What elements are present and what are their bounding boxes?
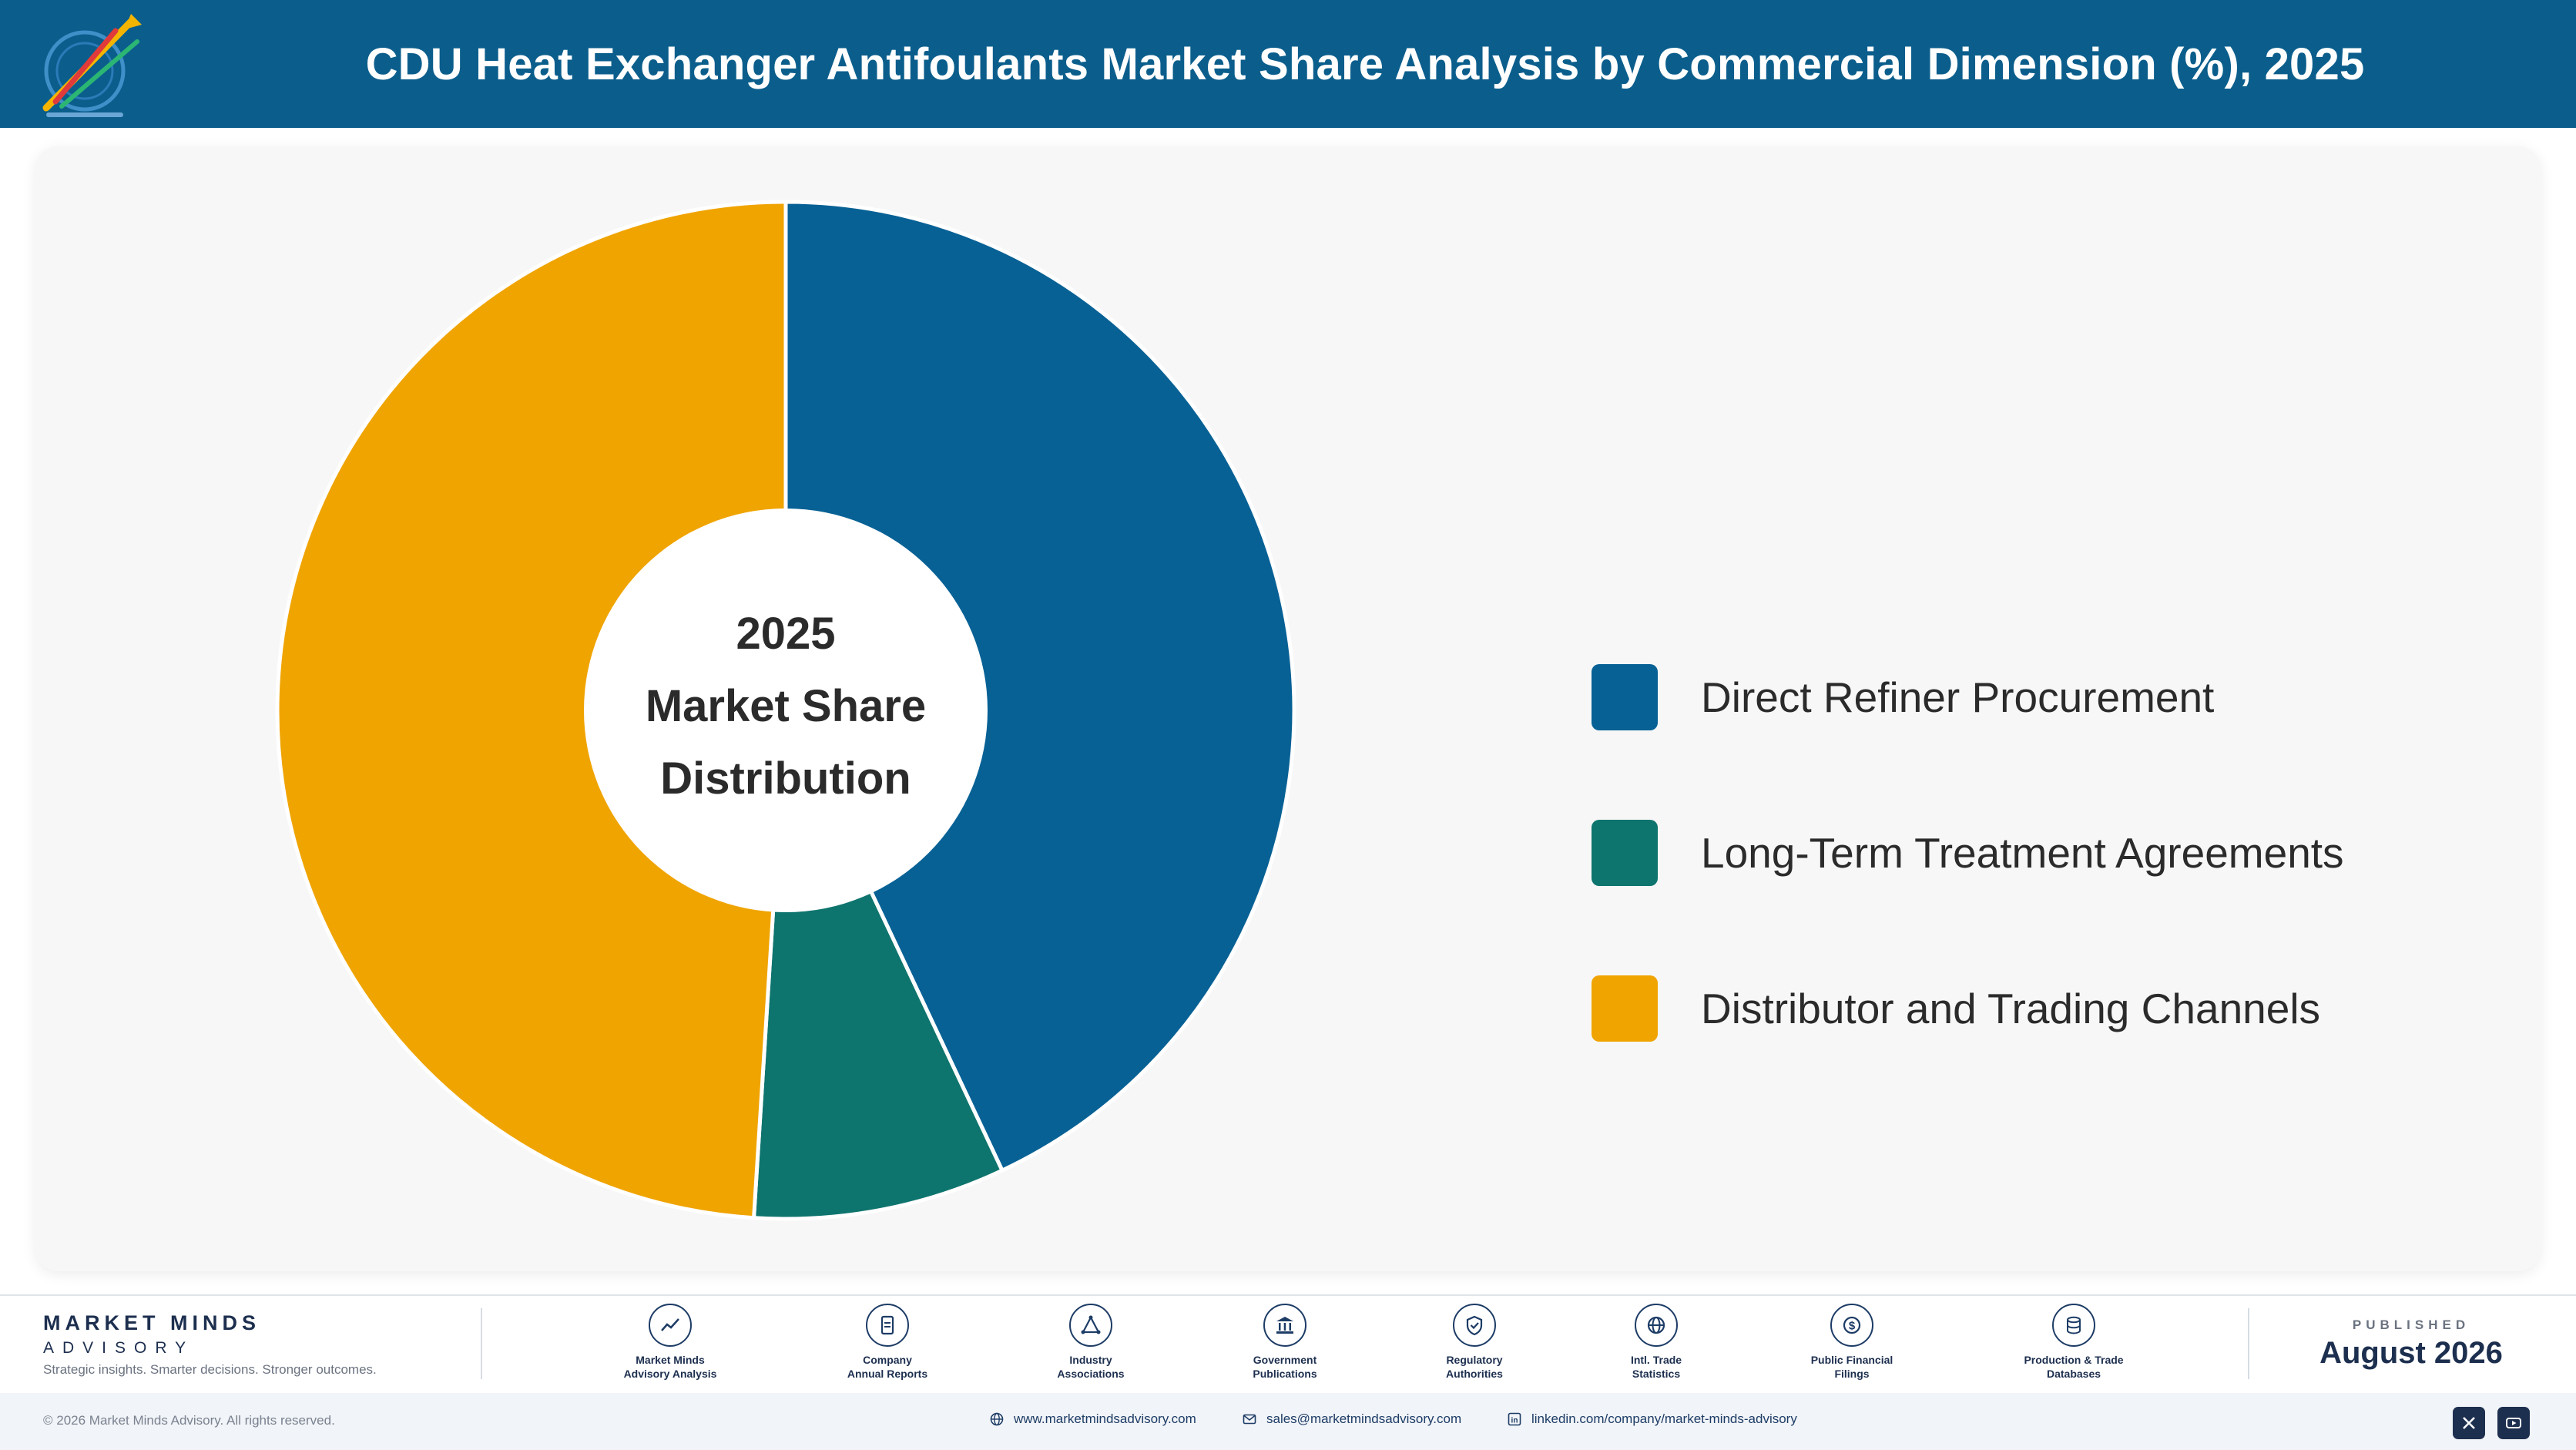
x-icon[interactable] <box>2453 1407 2485 1439</box>
legend-swatch <box>1592 664 1658 730</box>
donut-hole <box>584 509 988 912</box>
published-label: PUBLISHED <box>2352 1317 2470 1332</box>
chart-legend: Direct Refiner Procurement Long-Term Tre… <box>1592 663 2344 1129</box>
shield-check-icon <box>1453 1304 1496 1347</box>
mail-icon <box>1243 1414 1256 1425</box>
globe-icon <box>990 1412 1004 1426</box>
brand-subtitle: ADVISORY <box>43 1339 195 1357</box>
linkedin-text[interactable]: linkedin.com/company/market-minds-adviso… <box>1531 1411 1797 1426</box>
legend-item-distributor-and-trading-channels: Distributor and Trading Channels <box>1592 974 2344 1043</box>
source-regulatory-authorities: Regulatory Authorities <box>1382 1304 1567 1381</box>
legend-item-long-term-treatment-agreements: Long-Term Treatment Agreements <box>1592 818 2344 888</box>
linkedin-icon: in <box>1508 1412 1521 1426</box>
footer-divider <box>2248 1308 2249 1379</box>
dollar-coin-icon: $ <box>1830 1304 1873 1347</box>
website-link[interactable]: www.marketmindsadvisory.com <box>989 1411 1196 1427</box>
source-production-trade-databases: Production & Trade Databases <box>1981 1304 2166 1381</box>
header-bar: CDU Heat Exchanger Antifoulants Market S… <box>0 0 2576 128</box>
source-market-minds-analysis: Market Minds Advisory Analysis <box>578 1304 763 1381</box>
globe-icon <box>1635 1304 1678 1347</box>
pie-slice-distributor-and-trading-channels <box>275 200 788 1220</box>
svg-text:in: in <box>1511 1417 1518 1425</box>
source-industry-associations: Industry Associations <box>998 1304 1183 1381</box>
source-label: Market Minds Advisory Analysis <box>623 1354 717 1380</box>
brand-tagline: Strategic insights. Smarter decisions. S… <box>43 1362 377 1377</box>
database-icon <box>2052 1304 2095 1347</box>
center-label-line-3: Distribution <box>660 754 911 804</box>
trend-chart-icon <box>649 1304 692 1347</box>
page-title: CDU Heat Exchanger Antifoulants Market S… <box>365 39 2365 89</box>
footer: MARKET MINDS ADVISORY Strategic insights… <box>0 1294 2576 1450</box>
email-link[interactable]: sales@marketmindsadvisory.com <box>1242 1411 1461 1427</box>
donut-chart: 2025 Market Share Distribution <box>275 200 1296 1221</box>
legend-swatch <box>1592 820 1658 886</box>
chart-card: 2025 Market Share Distribution Direct Re… <box>35 146 2541 1271</box>
youtube-icon[interactable] <box>2497 1407 2530 1439</box>
market-minds-logo-icon <box>42 14 142 117</box>
email-text[interactable]: sales@marketmindsadvisory.com <box>1266 1411 1462 1426</box>
footer-bottom-bar: © 2026 Market Minds Advisory. All rights… <box>0 1393 2576 1450</box>
source-label: Company Annual Reports <box>847 1354 928 1380</box>
legend-item-direct-refiner-procurement: Direct Refiner Procurement <box>1592 663 2344 732</box>
source-label: Government Publications <box>1253 1354 1317 1380</box>
svg-text:$: $ <box>1849 1320 1856 1333</box>
source-label: Public Financial Filings <box>1810 1354 1893 1380</box>
source-label: Industry Associations <box>1057 1354 1125 1380</box>
footer-divider <box>481 1308 482 1379</box>
government-building-icon <box>1263 1304 1306 1347</box>
footer-top: MARKET MINDS ADVISORY Strategic insights… <box>0 1296 2576 1393</box>
legend-label: Long-Term Treatment Agreements <box>1701 829 2344 877</box>
source-label: Intl. Trade Statistics <box>1630 1354 1682 1380</box>
source-company-annual-reports: Company Annual Reports <box>795 1304 980 1381</box>
website-text[interactable]: www.marketmindsadvisory.com <box>1014 1411 1196 1426</box>
source-label: Regulatory Authorities <box>1446 1354 1503 1380</box>
source-intl-trade-statistics: Intl. Trade Statistics <box>1564 1304 1749 1381</box>
copyright-text: © 2026 Market Minds Advisory. All rights… <box>43 1413 335 1428</box>
pie-slice-direct-refiner-procurement <box>783 200 1296 1173</box>
legend-label: Direct Refiner Procurement <box>1701 673 2215 721</box>
source-label: Production & Trade Databases <box>2024 1354 2124 1380</box>
center-label-line-2: Market Share <box>646 681 926 731</box>
network-icon <box>1069 1304 1112 1347</box>
center-label-line-1: 2025 <box>736 609 835 659</box>
document-icon <box>866 1304 909 1347</box>
published-date: August 2026 <box>2319 1336 2503 1370</box>
source-public-financial-filings: $ Public Financial Filings <box>1759 1304 1944 1381</box>
legend-label: Distributor and Trading Channels <box>1701 985 2321 1032</box>
source-government-publications: Government Publications <box>1192 1304 1377 1381</box>
linkedin-link[interactable]: in linkedin.com/company/market-minds-adv… <box>1507 1411 1797 1427</box>
legend-swatch <box>1592 975 1658 1042</box>
brand-name: MARKET MINDS <box>43 1311 260 1334</box>
